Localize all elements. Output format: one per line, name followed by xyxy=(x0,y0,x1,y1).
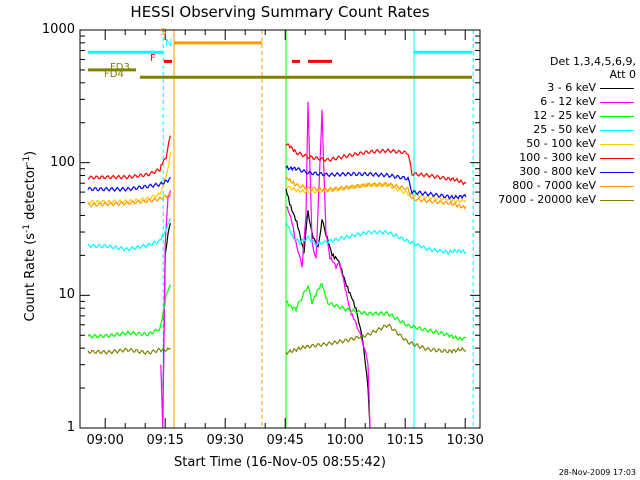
vertical-marker-lines xyxy=(162,30,474,428)
plot-frame xyxy=(79,29,481,429)
legend-entry: 3 - 6 keV xyxy=(484,81,636,95)
y-axis-label-sup2: -1 xyxy=(21,155,32,165)
legend-swatch xyxy=(600,144,634,145)
series-line-3-seg-1 xyxy=(285,220,467,255)
chart-title: HESSI Observing Summary Count Rates xyxy=(130,3,430,21)
legend-swatch xyxy=(600,172,634,173)
x-tick-label-3: 09:45 xyxy=(266,433,304,448)
series-line-5-seg-1 xyxy=(285,143,467,186)
series-line-8-seg-0 xyxy=(87,346,171,355)
legend-label: 800 - 7000 keV xyxy=(512,179,596,192)
x-tick-label-2: 09:30 xyxy=(206,433,244,448)
legend: Det 1,3,4,5,6,9, Att 0 3 - 6 keV 6 - 12 k… xyxy=(484,55,636,207)
series-line-2-seg-1 xyxy=(285,283,466,342)
flag-label-fd4: FD4 xyxy=(104,69,124,81)
legend-label: 25 - 50 keV xyxy=(533,123,596,136)
flag-label-fd3: FD3 xyxy=(110,61,130,73)
legend-label: 12 - 25 keV xyxy=(533,109,596,122)
legend-swatch xyxy=(600,186,634,187)
legend-label: 3 - 6 keV xyxy=(547,81,596,94)
legend-swatch xyxy=(600,200,634,201)
legend-entry: 800 - 7000 keV xyxy=(484,179,636,193)
series-line-3-seg-0 xyxy=(87,218,171,252)
x-tick-label-5: 10:15 xyxy=(386,433,424,448)
series-layer xyxy=(87,101,467,429)
legend-label: 100 - 300 keV xyxy=(519,151,596,164)
legend-swatch xyxy=(600,102,634,103)
y-tick-label-0: 1 xyxy=(66,420,75,435)
x-tick-label-6: 10:30 xyxy=(446,433,484,448)
legend-label: 6 - 12 keV xyxy=(540,95,596,108)
legend-swatch xyxy=(600,116,634,117)
y-tick-label-3: 1000 xyxy=(41,22,75,37)
legend-rows: 3 - 6 keV 6 - 12 keV 12 - 25 keV 25 - 50 ke… xyxy=(484,81,636,207)
legend-label: 7000 - 20000 keV xyxy=(498,193,596,206)
series-line-4-seg-0 xyxy=(87,152,171,205)
series-line-5-seg-0 xyxy=(87,135,171,180)
y-axis-label-text: Count Rate (s xyxy=(23,232,39,322)
legend-entry: 12 - 25 keV xyxy=(484,109,636,123)
x-axis-label: Start Time (16-Nov-05 08:55:42) xyxy=(174,455,386,470)
y-axis-label: Count Rate (s-1 detector-1) xyxy=(22,86,38,386)
legend-header-line-2: Att 0 xyxy=(609,68,636,81)
legend-entry: 6 - 12 keV xyxy=(484,95,636,109)
y-tick-label-2: 100 xyxy=(50,154,75,170)
legend-swatch xyxy=(600,88,634,89)
y-axis-label-mid: detector xyxy=(23,164,39,224)
series-line-4-seg-1 xyxy=(285,182,467,204)
legend-entry: 300 - 800 keV xyxy=(484,165,636,179)
axis-ticks xyxy=(80,29,480,429)
x-tick-label-1: 09:15 xyxy=(146,433,184,448)
legend-label: 300 - 800 keV xyxy=(519,165,596,178)
series-line-6-seg-0 xyxy=(87,176,171,192)
legend-entry: 7000 - 20000 keV xyxy=(484,193,636,207)
series-line-0-seg-1 xyxy=(285,188,371,429)
series-line-8-seg-1 xyxy=(285,323,467,356)
flag-bars-layer xyxy=(88,41,472,79)
series-line-6-seg-1 xyxy=(285,164,467,200)
legend-header-line-1: Det 1,3,4,5,6,9, xyxy=(549,55,636,68)
footer-timestamp: 28-Nov-2009 17:03 xyxy=(558,468,636,477)
flag-label-f: F xyxy=(150,53,156,65)
series-line-1-seg-0 xyxy=(160,190,171,429)
legend-label: 50 - 100 keV xyxy=(526,137,596,150)
flag-label-n: N xyxy=(165,38,173,50)
legend-entry: 25 - 50 keV xyxy=(484,123,636,137)
x-tick-label-4: 10:00 xyxy=(326,433,364,448)
legend-entry: 50 - 100 keV xyxy=(484,137,636,151)
series-line-7-seg-1 xyxy=(285,175,467,210)
y-axis-label-sup1: -1 xyxy=(21,223,32,233)
series-line-1-seg-1 xyxy=(285,101,371,429)
legend-entry: 100 - 300 keV xyxy=(484,151,636,165)
series-line-2-seg-0 xyxy=(87,284,171,339)
flag-label-s: S xyxy=(160,26,167,38)
x-tick-label-0: 09:00 xyxy=(86,433,124,448)
legend-swatch xyxy=(600,130,634,131)
legend-swatch xyxy=(600,158,634,159)
y-tick-label-1: 10 xyxy=(58,287,75,303)
series-line-7-seg-0 xyxy=(87,192,171,208)
